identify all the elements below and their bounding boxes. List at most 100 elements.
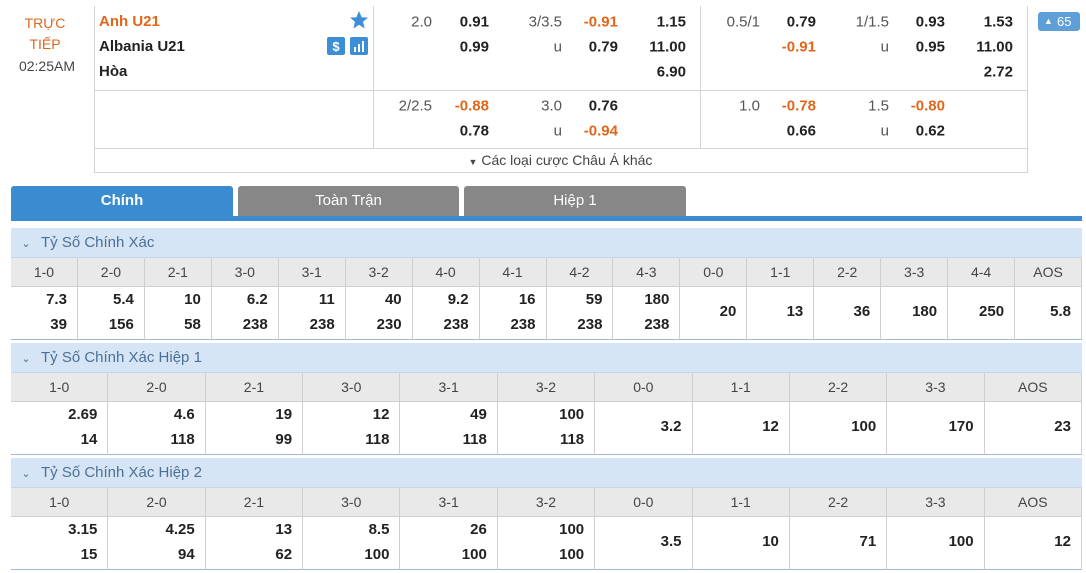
score-odds: 100	[887, 517, 985, 570]
section-header[interactable]: ⌄ Tỷ Số Chính Xác	[11, 228, 1082, 258]
score-label: 4-2	[546, 258, 614, 287]
odds-cell: 2.72	[983, 63, 1013, 81]
odds-value: 5.4	[113, 291, 134, 308]
odds-cell: 3.0	[541, 97, 562, 115]
odds-value: 118	[365, 431, 390, 448]
tab[interactable]: Hiệp 1	[464, 186, 686, 216]
odds-value: 238	[510, 316, 536, 333]
score-label: 2-0	[77, 258, 145, 287]
odds-cell: -0.91	[583, 13, 618, 31]
section-title: Tỷ Số Chính Xác Hiệp 1	[41, 349, 202, 366]
odds-row: 3.15 15 4.25 94 13 62 8.5 100 26 100 100 100 3.5 10 71…	[11, 517, 1082, 570]
score-odds: 4.6 118	[108, 402, 206, 455]
odds-cell: u	[553, 122, 562, 140]
odds-value: 71	[859, 533, 877, 550]
score-odds: 26 100	[400, 517, 498, 570]
section-header[interactable]: ⌄ Tỷ Số Chính Xác Hiệp 1	[11, 343, 1082, 373]
score-odds: 23	[984, 402, 1082, 455]
odds-value: 238	[644, 316, 670, 333]
odds-value: 6.2	[246, 291, 268, 308]
odds-cell: 0.5/1	[726, 13, 760, 31]
more-count[interactable]: 65	[1057, 14, 1072, 29]
stats-icon[interactable]	[350, 37, 368, 55]
odds-cell: 0.91	[459, 13, 489, 31]
odds-value: 62	[275, 546, 293, 563]
match-time: 02:25AM	[18, 58, 76, 74]
odds-value: 49	[470, 406, 487, 423]
tab[interactable]: Toàn Trận	[238, 186, 459, 216]
odds-value: 100	[559, 546, 585, 563]
score-label: 1-0	[11, 488, 109, 517]
odds-value: 100	[948, 533, 974, 550]
score-label: 3-2	[497, 488, 596, 517]
score-label: 2-2	[789, 488, 888, 517]
favorite-star[interactable]	[349, 10, 369, 30]
odds-value: 19	[275, 406, 293, 423]
score-odds: 13 62	[205, 517, 304, 570]
score-odds: 4.25 94	[108, 517, 206, 570]
score-odds: 12	[984, 517, 1082, 570]
score-odds: 5.4 156	[77, 287, 145, 340]
score-odds: 71	[789, 517, 888, 570]
score-odds: 49 118	[400, 402, 498, 455]
score-odds: 100 100	[497, 517, 596, 570]
score-label: 2-0	[108, 488, 206, 517]
score-label: AOS	[1015, 258, 1082, 287]
odds-value: 4.6	[173, 406, 195, 423]
score-label: 1-0	[11, 373, 109, 402]
tab[interactable]: Chính	[11, 186, 233, 216]
score-label: AOS	[984, 488, 1082, 517]
odds-cell: 3/3.5	[528, 13, 562, 31]
odds-icon[interactable]: $	[327, 37, 345, 55]
odds-value: 36	[853, 303, 871, 320]
odds-cell: -0.78	[781, 97, 816, 115]
odds-value: 238	[443, 316, 469, 333]
live-status: TRỰC TIẾP	[24, 15, 66, 52]
odds-value: 12	[372, 406, 390, 423]
odds-cell: 6.90	[656, 63, 686, 81]
score-label: 0-0	[595, 373, 693, 402]
odds-cell: 11.00	[976, 38, 1013, 56]
score-label: 4-3	[613, 258, 681, 287]
odds-cell: 1.53	[983, 13, 1013, 31]
header-row: 1-0 2-0 2-1 3-0 3-1 3-2 4-0 4-1 4-2 4-3 0-0 1-1 2-2 3…	[11, 258, 1082, 287]
score-odds: 13	[747, 287, 815, 340]
odds-value: 2.69	[68, 406, 98, 423]
odds-value: 238	[242, 316, 268, 333]
score-odds: 19 99	[205, 402, 304, 455]
odds-value: 100	[851, 418, 877, 435]
odds-value: 20	[719, 303, 737, 320]
odds-value: 10	[184, 291, 201, 308]
score-label: 1-0	[11, 258, 78, 287]
odds-value: 238	[309, 316, 335, 333]
section-header[interactable]: ⌄ Tỷ Số Chính Xác Hiệp 2	[11, 458, 1082, 488]
away-team[interactable]: Albania U21	[99, 38, 185, 55]
score-label: 1-1	[692, 373, 790, 402]
score-label: 3-3	[887, 488, 985, 517]
odds-cell: 0.95	[915, 38, 945, 56]
odds-cell: 2.0	[411, 13, 432, 31]
more-count-badge[interactable]: ▲ 65	[1038, 12, 1080, 31]
score-label: 3-1	[278, 258, 346, 287]
score-odds: 3.15 15	[11, 517, 109, 570]
odds-cell: 0.78	[459, 122, 489, 140]
section-title: Tỷ Số Chính Xác	[41, 234, 155, 251]
odds-value: 14	[80, 431, 98, 448]
score-odds: 36	[814, 287, 882, 340]
more-bets[interactable]: ▼ Các loại cược Châu Á khác	[468, 152, 653, 168]
score-odds: 100 118	[497, 402, 596, 455]
score-label: 3-2	[497, 373, 596, 402]
odds-cell: 0.62	[915, 122, 945, 140]
odds-value: 15	[80, 546, 98, 563]
odds-cell: -0.88	[454, 97, 489, 115]
more-bets-text[interactable]: Các loại cược Châu Á khác	[481, 152, 653, 168]
score-odds: 12	[692, 402, 790, 455]
odds-value: 3.15	[68, 521, 98, 538]
score-odds: 12 118	[303, 402, 401, 455]
score-label: 4-0	[412, 258, 480, 287]
odds-cell: -0.80	[910, 97, 945, 115]
score-odds: 170	[887, 402, 985, 455]
odds-cell: u	[880, 122, 889, 140]
score-odds: 8.5 100	[303, 517, 401, 570]
home-team[interactable]: Anh U21	[99, 13, 160, 30]
